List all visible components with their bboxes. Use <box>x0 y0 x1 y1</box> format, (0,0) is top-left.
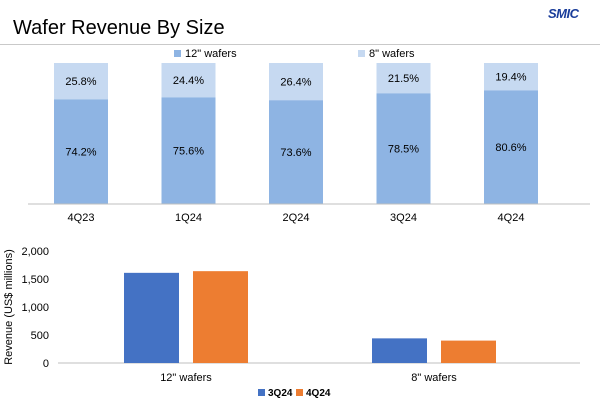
legend-swatch-3q24 <box>258 389 265 396</box>
bar-12in-2q24 <box>269 100 323 204</box>
data-label-12in-1q24: 75.6% <box>173 146 204 158</box>
data-label-12in-4q23: 74.2% <box>65 147 96 159</box>
data-label-12in-4q24: 80.6% <box>495 142 526 154</box>
legend-label-12in: 12" wafers <box>185 48 237 60</box>
category-label-3q24: 3Q24 <box>390 212 417 224</box>
bar-8in-1q24 <box>161 63 216 98</box>
category-label-4q24: 4Q24 <box>498 212 525 224</box>
category-label-12-wafers: 12" wafers <box>160 372 212 384</box>
bar-12in-3q24 <box>376 93 431 204</box>
legend-swatch-12in <box>174 50 181 57</box>
bar-8in-4q24 <box>484 63 538 91</box>
bar-12in-4q23 <box>54 99 108 204</box>
legend-label-3q24: 3Q24 <box>268 388 293 399</box>
data-label-8in-1q24: 24.4% <box>173 75 204 87</box>
y-tick-label-0: 0 <box>43 358 49 370</box>
smic-logo: SMIC <box>548 6 579 21</box>
bar-3q24-12-wafers <box>124 272 179 363</box>
bar-12in-1q24 <box>161 97 216 204</box>
data-label-12in-2q24: 73.6% <box>280 147 311 159</box>
bar-4q24-8-wafers <box>441 340 496 363</box>
bar-8in-4q23 <box>54 63 108 100</box>
bar-12in-4q24 <box>484 90 538 204</box>
y-tick-label-500: 500 <box>31 330 49 342</box>
wafer-mix-chart: 12" wafers 8" wafers 25.8% 74.2% 4Q23 24.4% 75… <box>28 48 590 224</box>
legend-swatch-8in <box>358 50 365 57</box>
data-label-12in-3q24: 78.5% <box>388 144 419 156</box>
data-label-8in-4q24: 19.4% <box>495 72 526 84</box>
legend-label-4q24: 4Q24 <box>306 388 331 399</box>
category-label-2q24: 2Q24 <box>283 212 310 224</box>
title-divider <box>0 44 600 45</box>
category-label-1q24: 1Q24 <box>175 212 202 224</box>
category-label-4q23: 4Q23 <box>68 212 95 224</box>
bar-4q24-12-wafers <box>193 271 248 363</box>
y-tick-label-1000: 1,000 <box>21 302 49 314</box>
y-axis-title: Revenue (US$ millions) <box>3 249 15 365</box>
data-label-8in-2q24: 26.4% <box>280 77 311 89</box>
y-tick-label-2000: 2,000 <box>21 246 49 258</box>
bar-8in-3q24 <box>376 63 431 94</box>
bar-3q24-8-wafers <box>372 338 427 363</box>
legend-swatch-4q24 <box>296 389 303 396</box>
page-title: Wafer Revenue By Size <box>13 17 225 39</box>
y-tick-label-1500: 1,500 <box>21 274 49 286</box>
wafer-revenue-chart: 0 500 1,000 1,500 2,000 Revenue (US$ millions… <box>3 246 580 399</box>
data-label-8in-3q24: 21.5% <box>388 73 419 85</box>
category-label-8-wafers: 8" wafers <box>411 372 457 384</box>
legend-label-8in: 8" wafers <box>369 48 415 60</box>
bar-8in-2q24 <box>269 63 323 101</box>
data-label-8in-4q23: 25.8% <box>65 76 96 88</box>
